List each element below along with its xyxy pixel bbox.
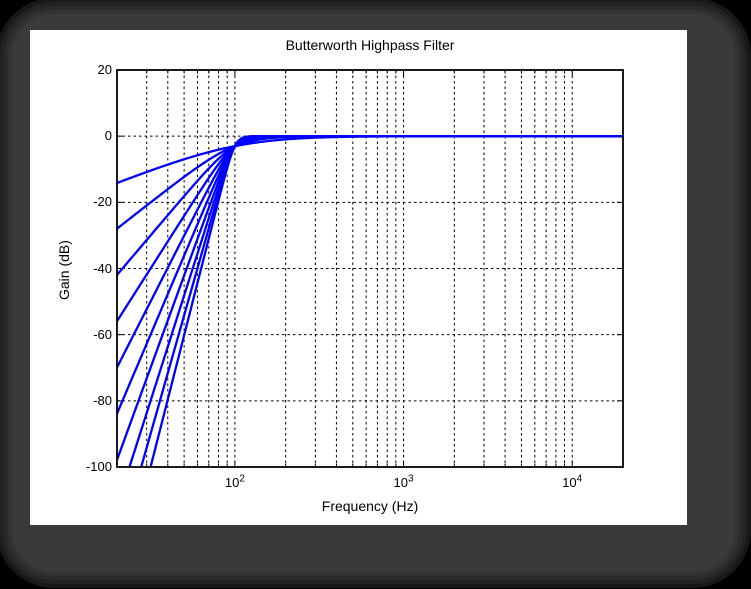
y-tick-label: -40 <box>93 260 112 276</box>
x-axis-label: Frequency (Hz) <box>321 498 419 514</box>
bode-plot <box>116 69 624 468</box>
curve-order-8 <box>128 135 623 467</box>
curve-order-1 <box>117 135 623 185</box>
x-tick-label: 102 <box>224 473 245 490</box>
curve-order-2 <box>117 135 623 230</box>
y-tick-label: -80 <box>93 392 112 408</box>
y-tick-label: 20 <box>97 62 112 77</box>
figure-window-frame: Butterworth Highpass Filter Frequency (H… <box>12 14 735 572</box>
plot-title: Butterworth Highpass Filter <box>285 37 455 53</box>
y-tick-label: 0 <box>104 128 112 144</box>
y-tick-label: -60 <box>93 326 112 342</box>
figure-canvas: Butterworth Highpass Filter Frequency (H… <box>30 30 687 525</box>
curve-order-10 <box>149 135 623 467</box>
y-tick-label: -100 <box>85 459 112 474</box>
curve-order-6 <box>117 135 623 415</box>
x-tick-label: 103 <box>393 473 414 490</box>
y-tick-label: -20 <box>93 194 112 210</box>
curve-order-4 <box>117 135 623 322</box>
axes-box <box>116 69 624 468</box>
x-tick-label: 104 <box>562 473 583 490</box>
